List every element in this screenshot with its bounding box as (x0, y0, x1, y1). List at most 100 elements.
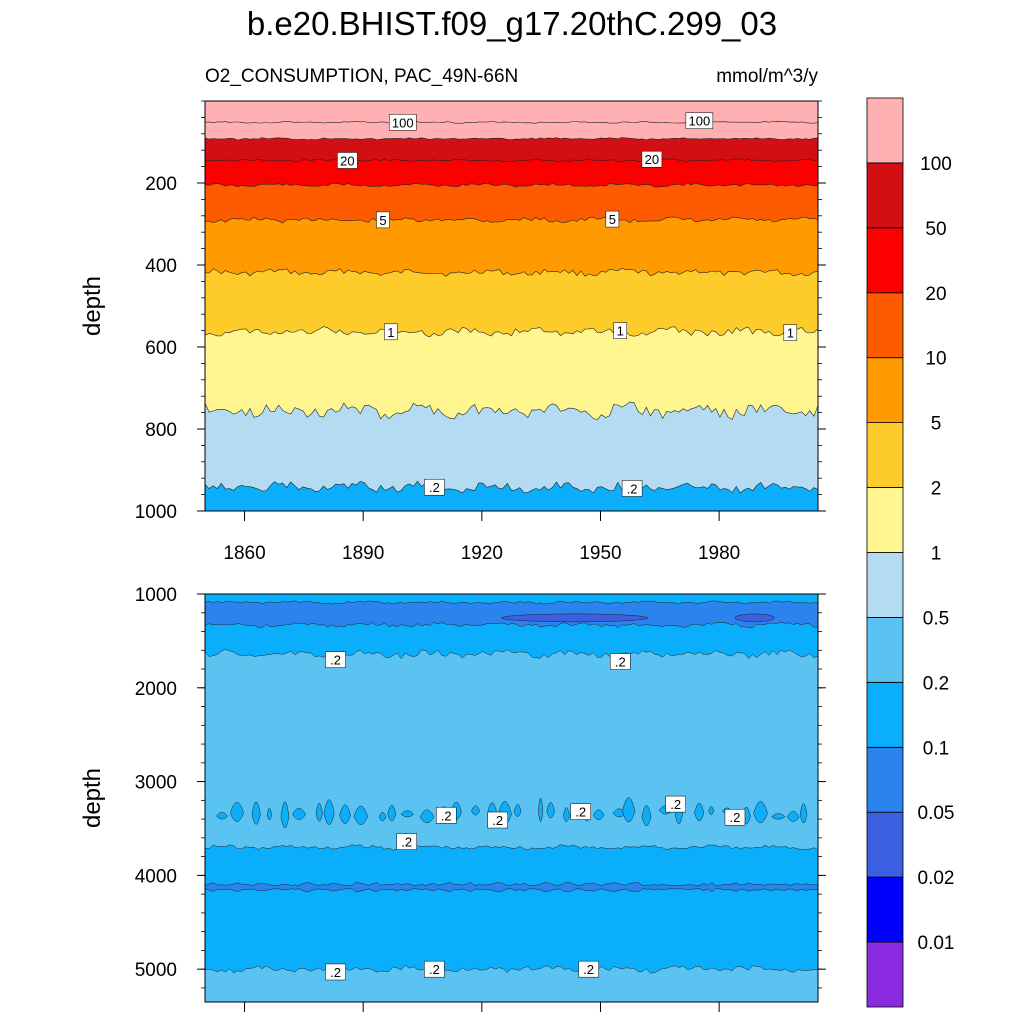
lower-contour-labels: .2 .2 .2 .2 .2 .2 .2 .2 .2 .2 .2 (325, 651, 746, 981)
contour-label: .2 (575, 805, 586, 820)
y-tick-label: 1000 (135, 502, 177, 523)
colorbar-label: 5 (931, 414, 942, 435)
colorbar-swatch (866, 422, 904, 488)
lower-spike-0.1 (799, 803, 808, 824)
lower-spike-0.1 (280, 801, 290, 829)
upper-axes: 200 400 600 800 1000 1860 1890 1920 1950 1980 (135, 100, 826, 564)
lower-band-deep-0.1 (205, 844, 818, 974)
chart-title: b.e20.BHIST.f09_g17.20thC.299_03 (247, 5, 777, 42)
upper-contour-line-5 (205, 216, 818, 224)
contour-label-box (610, 653, 631, 670)
lower-patch-0.02 (734, 613, 775, 623)
lower-spike-0.1 (513, 804, 522, 817)
contour-label: 5 (379, 213, 386, 228)
colorbar-swatch (866, 876, 904, 943)
contour-label-box (396, 833, 417, 850)
contour-label-box (783, 324, 798, 341)
colorbar-swatch (866, 941, 904, 1008)
colorbar-swatch (866, 97, 904, 164)
upper-contour-labels: 100 100 20 20 5 5 1 1 1 .2 .2 (337, 112, 798, 497)
lower-band-0.05-deep (205, 881, 818, 893)
upper-contour-line-0.5 (205, 401, 818, 421)
lower-spike-0.1 (471, 805, 480, 816)
colorbar: 0.01 0.02 0.05 0.1 0.2 0.5 1 2 5 10 20 50 100 (866, 97, 955, 1008)
lower-spike-0.1 (251, 801, 261, 825)
colorbar-swatch (866, 746, 904, 813)
upper-contour-line-50 (205, 137, 818, 141)
lower-spike-0.1 (546, 802, 555, 819)
contour-label: .2 (330, 653, 341, 668)
chart-subtitle-left: O2_CONSUMPTION, PAC_49N-66N (205, 66, 518, 87)
contour-label: .2 (670, 797, 681, 812)
y-tick-label: 5000 (135, 960, 177, 981)
lower-spike-0.1 (641, 805, 652, 827)
lower-spike-0.1 (622, 797, 636, 823)
colorbar-label: 0.2 (923, 673, 949, 694)
colorbar-swatch (866, 811, 904, 878)
contour-label-box (435, 807, 457, 824)
colorbar-label: 1 (931, 544, 942, 565)
y-tick-label: 4000 (135, 866, 177, 887)
colorbar-label: 100 (920, 154, 952, 175)
colorbar-label: 0.1 (923, 738, 949, 759)
colorbar-swatch (866, 487, 904, 553)
upper-contour-line-100 (205, 120, 818, 124)
upper-contour-line-10 (205, 182, 818, 188)
lower-spike-0.1 (216, 812, 228, 820)
lower-spike-0.1 (292, 807, 306, 820)
contour-label: 5 (609, 212, 616, 227)
lower-spike-0.1 (323, 799, 335, 825)
lower-spike-0.1 (771, 813, 786, 820)
contour-label: .2 (401, 835, 412, 850)
contour-label-box (388, 114, 417, 131)
lower-spike-0.1 (378, 812, 387, 822)
y-tick-label: 400 (145, 256, 177, 277)
colorbar-swatch (866, 617, 904, 683)
contour-label-box (384, 323, 398, 341)
contour-label: .2 (627, 481, 638, 496)
y-tick-label: 600 (145, 338, 177, 359)
chart-units: mmol/m^3/y (716, 66, 818, 87)
contour-label-box (578, 960, 599, 978)
colorbar-swatch (866, 227, 904, 294)
lower-spike-0.1 (230, 801, 244, 822)
y-tick-label: 1000 (135, 585, 177, 606)
contour-label: .2 (441, 808, 452, 823)
lower-spike-0.1 (563, 807, 570, 822)
x-tick-label: 1920 (461, 543, 503, 564)
colorbar-swatch (866, 162, 904, 229)
contour-label: .2 (429, 480, 440, 495)
contour-label-box (665, 795, 686, 813)
lower-plot-frame (204, 593, 819, 1003)
lower-spike-0.1 (787, 811, 800, 822)
contour-label-box (424, 960, 445, 978)
upper-contour-line-0.2 (205, 480, 818, 494)
contour-label: .2 (583, 962, 594, 977)
lower-panel: 1000 2000 3000 4000 5000 .2 .2 .2 .2 .2 .2 .2 .2 .2.… (79, 585, 826, 1012)
lower-band-0.05 (205, 600, 818, 628)
upper-plot-frame (204, 100, 819, 512)
colorbar-label: 2 (931, 479, 942, 500)
contour-label: .2 (492, 813, 503, 828)
colorbar-label: 0.01 (918, 933, 955, 954)
contour-label: .2 (330, 965, 341, 980)
upper-panel: 200 400 600 800 1000 1860 1890 1920 1950 1980 100… (79, 100, 826, 564)
colorbar-label: 0.02 (918, 868, 955, 889)
x-tick-label: 1890 (342, 543, 384, 564)
y-tick-label: 3000 (135, 773, 177, 794)
lower-patch-0.02 (501, 613, 649, 623)
lower-spike-0.1 (538, 797, 544, 822)
lower-spike-0.1 (694, 802, 705, 822)
contour-label-box (570, 803, 591, 820)
x-tick-label: 1860 (223, 543, 265, 564)
colorbar-label: 10 (925, 349, 946, 370)
contour-label-box (424, 478, 445, 496)
lower-spike-0.1 (593, 809, 605, 821)
contour-label-box (376, 211, 390, 229)
upper-band-0.5 (205, 401, 818, 511)
lower-y-axis-label: depth (79, 768, 106, 828)
contour-label: .2 (615, 655, 626, 670)
contour-label-box (325, 651, 346, 668)
y-tick-label: 2000 (135, 679, 177, 700)
